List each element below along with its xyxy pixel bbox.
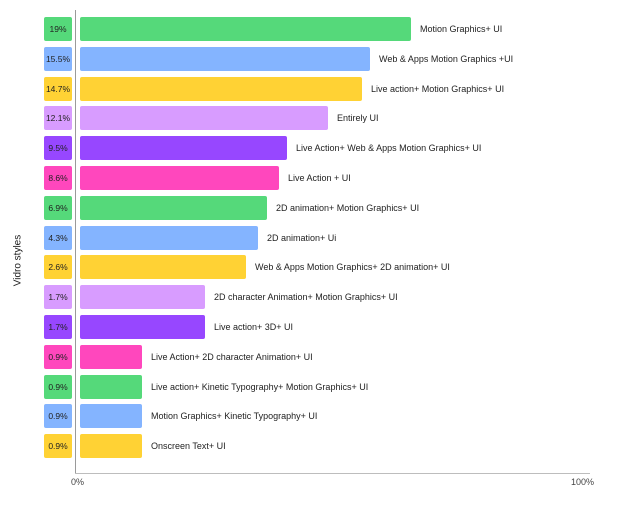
category-label: 2D animation+ Ui [267, 232, 337, 243]
bar [80, 46, 370, 71]
category-label: Motion Graphics+ Kinetic Typography+ UI [151, 411, 318, 422]
value-label: 1.7% [44, 315, 72, 339]
value-label: 14.7% [44, 76, 72, 101]
x-tick-label: 0% [71, 477, 85, 487]
category-label: Web & Apps Motion Graphics +UI [379, 53, 514, 64]
bar [80, 285, 205, 310]
category-label: 2D animation+ Motion Graphics+ UI [276, 202, 420, 213]
category-label: Entirely UI [337, 113, 379, 124]
value-label: 12.1% [44, 106, 72, 131]
x-tick-label: 100% [571, 477, 595, 487]
value-label: 1.7% [44, 285, 72, 310]
value-label: 0.9% [44, 434, 72, 459]
value-label: 2.6% [44, 255, 72, 280]
value-label: 9.5% [44, 136, 72, 161]
bar [80, 255, 246, 280]
category-label: Live action+ 3D+ UI [214, 322, 294, 332]
value-label: 19% [44, 17, 72, 41]
category-label: Onscreen Text+ UI [151, 441, 226, 452]
value-label: 6.9% [44, 195, 72, 220]
y-axis-label: Vidro styles [12, 234, 24, 287]
x-axis-line [75, 473, 590, 474]
bar [80, 434, 142, 459]
bar [80, 136, 287, 161]
bar [80, 404, 142, 429]
bar [80, 166, 279, 190]
bar [80, 344, 142, 369]
category-label: Live Action + UI [288, 173, 351, 183]
category-label: 2D character Animation+ Motion Graphics+… [214, 292, 398, 303]
value-label: 15.5% [44, 46, 72, 71]
bar [80, 374, 142, 399]
bar [80, 225, 258, 250]
category-label: Motion Graphics+ UI [420, 24, 503, 34]
category-label: Live Action+ 2D character Animation+ UI [151, 351, 313, 362]
bar [80, 76, 362, 101]
value-label: 8.6% [44, 166, 72, 190]
value-label: 0.9% [44, 344, 72, 369]
value-label: 0.9% [44, 404, 72, 429]
bar [80, 17, 411, 41]
bar [80, 195, 267, 220]
value-label: 4.3% [44, 225, 72, 250]
bar [80, 315, 205, 339]
value-label: 0.9% [44, 374, 72, 399]
category-label: Live Action+ Web & Apps Motion Graphics+… [296, 143, 482, 154]
y-axis-line [75, 10, 76, 474]
category-label: Live action+ Kinetic Typography+ Motion … [151, 381, 369, 392]
bar [80, 106, 328, 131]
category-label: Web & Apps Motion Graphics+ 2D animation… [255, 262, 450, 273]
category-label: Live action+ Motion Graphics+ UI [371, 83, 505, 94]
